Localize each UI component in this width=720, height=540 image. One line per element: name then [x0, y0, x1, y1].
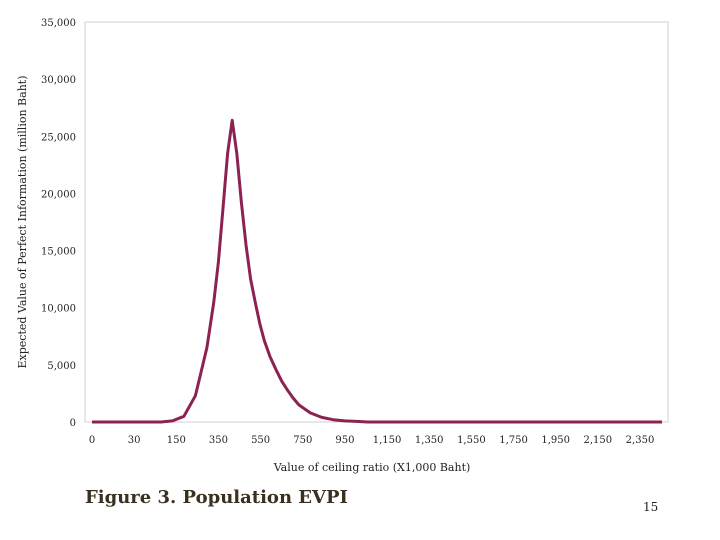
page-number: 15: [643, 500, 659, 514]
x-tick-label: 550: [251, 435, 270, 446]
x-axis: 0 30 150 350 550 750 950 1,150 1,350 1,550 1,750 1,…: [89, 435, 655, 446]
y-tick-label: 25,000: [41, 132, 76, 143]
y-tick-label: 0: [70, 418, 76, 429]
x-tick-label: 150: [167, 435, 186, 446]
y-tick-label: 20,000: [41, 189, 76, 200]
evpi-line: [92, 118, 662, 424]
x-tick-label: 1,350: [415, 435, 444, 446]
plot-area: [84, 21, 669, 423]
evpi-chart: 0 5,000 10,000 15,000 20,000 25,000 30,000 35,0…: [16, 18, 669, 474]
figure-caption: Figure 3. Population EVPI: [85, 487, 348, 508]
x-tick-label: 350: [209, 435, 228, 446]
x-tick-label: 2,150: [584, 435, 613, 446]
x-tick-label: 1,950: [541, 435, 570, 446]
x-tick-label: 2,350: [626, 435, 655, 446]
x-tick-label: 750: [293, 435, 312, 446]
y-axis-title: Expected Value of Perfect Information (m…: [16, 76, 29, 369]
y-tick-label: 10,000: [41, 304, 76, 315]
x-tick-label: 950: [335, 435, 354, 446]
x-tick-label: 0: [89, 435, 95, 446]
y-axis: 0 5,000 10,000 15,000 20,000 25,000 30,000 35,0…: [41, 18, 76, 429]
x-tick-label: 1,150: [373, 435, 402, 446]
x-tick-label: 1,550: [457, 435, 486, 446]
y-tick-label: 15,000: [41, 247, 76, 258]
x-tick-label: 1,750: [499, 435, 528, 446]
y-tick-label: 5,000: [47, 361, 76, 372]
y-tick-label: 35,000: [41, 18, 76, 29]
x-axis-title: Value of ceiling ratio (X1,000 Baht): [273, 461, 471, 474]
y-tick-label: 30,000: [41, 75, 76, 86]
x-tick-label: 30: [128, 435, 141, 446]
